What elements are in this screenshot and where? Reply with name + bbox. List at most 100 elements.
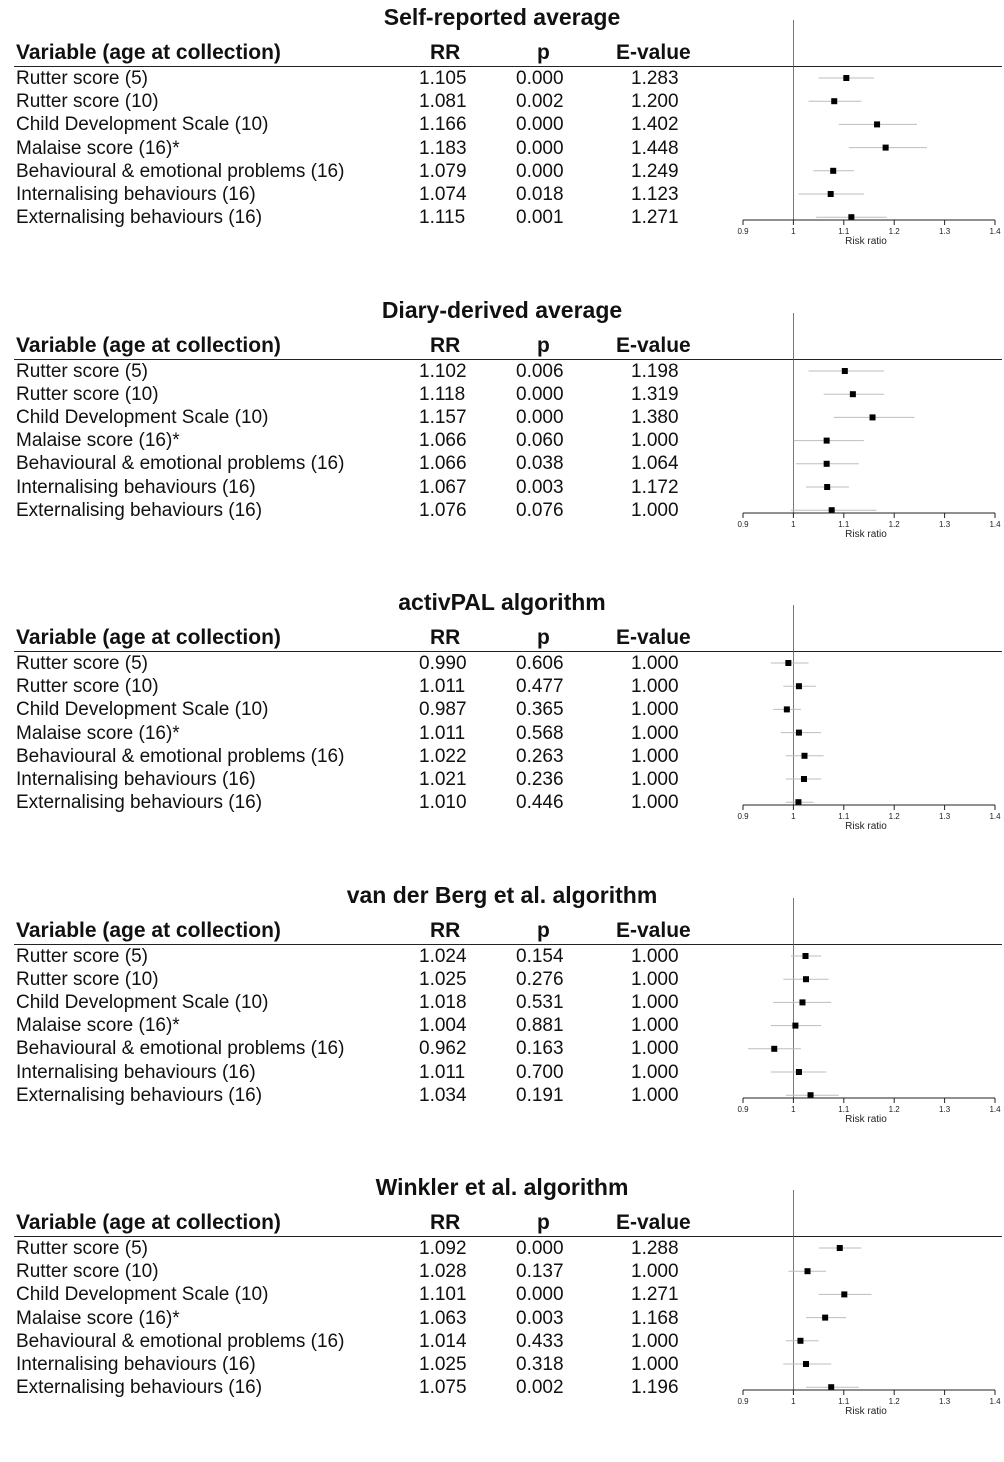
table-cell-variable: Child Development Scale (10) <box>16 114 269 136</box>
column-header-evalue: E-value <box>616 626 691 649</box>
table-cell-evalue: 1.000 <box>631 499 679 521</box>
x-tick-label: 1.1 <box>838 812 850 821</box>
point-estimate <box>795 729 802 736</box>
panel-title: van der Berg et al. algorithm <box>346 881 658 908</box>
table-cell-variable: Internalising behaviours (16) <box>16 769 256 790</box>
table-cell-evalue: 1.000 <box>631 676 679 698</box>
forest-plot: 0.9 1 1.1 1.2 1.3 1.4 Risk ratio <box>737 1190 1001 1417</box>
table-cell-variable: Behavioural & emotional problems (16) <box>16 1038 345 1060</box>
table-cell-evalue: 1.064 <box>631 453 679 475</box>
table-cell-rr: 1.010 <box>419 792 467 814</box>
x-axis-label: Risk ratio <box>845 236 887 247</box>
table-cell-p: 0.365 <box>516 699 564 721</box>
table-cell-evalue: 1.000 <box>631 991 679 1013</box>
table-cell-variable: Internalising behaviours (16) <box>16 1354 256 1375</box>
table-cell-p: 0.236 <box>516 769 564 790</box>
table-cell-variable: Externalising behaviours (16) <box>16 207 263 229</box>
table-cell-p: 0.018 <box>516 184 564 205</box>
table-cell-evalue: 1.000 <box>631 792 679 814</box>
table-cell-rr: 1.021 <box>419 769 467 790</box>
table-cell-rr: 1.022 <box>419 745 467 767</box>
table-cell-rr: 1.157 <box>419 406 467 428</box>
table-cell-variable: Behavioural & emotional problems (16) <box>16 160 345 182</box>
point-estimate <box>882 144 889 151</box>
table-cell-variable: Rutter score (5) <box>16 653 148 674</box>
table-cell-rr: 1.014 <box>419 1330 467 1352</box>
table-cell-p: 0.477 <box>516 676 564 698</box>
table-cell-variable: Rutter score (5) <box>16 1238 148 1259</box>
table-cell-evalue: 1.448 <box>631 137 679 159</box>
table-cell-evalue: 1.000 <box>631 430 679 452</box>
table-cell-variable: Rutter score (5) <box>16 68 148 89</box>
table-cell-variable: Child Development Scale (10) <box>16 991 269 1013</box>
point-estimate <box>795 1068 802 1075</box>
x-axis-label: Risk ratio <box>845 529 887 540</box>
table-cell-evalue: 1.000 <box>631 1261 679 1283</box>
table-cell-variable: Behavioural & emotional problems (16) <box>16 745 345 767</box>
x-tick-label: 1.1 <box>838 1397 850 1406</box>
x-tick-label: 1.3 <box>939 227 951 236</box>
point-estimate <box>836 1245 843 1251</box>
x-tick-label: 1 <box>791 1397 796 1406</box>
table-cell-rr: 1.115 <box>419 207 466 229</box>
table-cell-evalue: 1.000 <box>631 722 679 744</box>
table-cell-p: 0.000 <box>516 68 564 89</box>
point-estimate <box>828 1384 835 1391</box>
x-tick-label: 1.2 <box>889 1397 901 1406</box>
table-cell-evalue: 1.000 <box>631 1038 679 1060</box>
table-cell-evalue: 1.319 <box>631 383 679 405</box>
column-header-p: p <box>537 41 550 64</box>
forest-plot: 0.9 1 1.1 1.2 1.3 1.4 Risk ratio <box>737 312 1001 540</box>
table-cell-rr: 1.183 <box>419 137 467 159</box>
table-cell-variable: Rutter score (5) <box>16 360 148 382</box>
table-cell-variable: Internalising behaviours (16) <box>16 476 256 498</box>
point-estimate <box>795 799 802 806</box>
point-estimate <box>831 98 838 105</box>
x-tick-label: 0.9 <box>737 227 749 236</box>
table-cell-p: 0.000 <box>516 406 564 428</box>
point-estimate <box>800 776 807 782</box>
table-cell-evalue: 1.000 <box>631 1354 679 1375</box>
table-cell-variable: Malaise score (16)* <box>16 137 180 159</box>
table-cell-p: 0.700 <box>516 1061 564 1083</box>
panel-title: Winkler et al. algorithm <box>375 1174 629 1200</box>
table-cell-evalue: 1.288 <box>631 1238 679 1259</box>
table-cell-variable: Externalising behaviours (16) <box>16 1084 263 1106</box>
table-cell-rr: 1.011 <box>419 676 466 698</box>
table-cell-variable: Rutter score (10) <box>16 676 159 698</box>
table-cell-p: 0.006 <box>516 360 564 382</box>
table-cell-p: 0.000 <box>516 114 564 136</box>
table-cell-p: 0.446 <box>516 792 564 814</box>
table-cell-variable: Child Development Scale (10) <box>16 1284 269 1306</box>
table-cell-p: 0.000 <box>516 160 564 182</box>
x-tick-label: 1.3 <box>939 1105 951 1114</box>
table-cell-variable: Externalising behaviours (16) <box>16 792 263 814</box>
table-cell-rr: 1.075 <box>419 1377 467 1399</box>
column-header-p: p <box>537 918 550 942</box>
table-cell-p: 0.881 <box>516 1015 564 1037</box>
table-cell-p: 0.606 <box>516 653 564 674</box>
x-tick-label: 1.4 <box>989 812 1001 821</box>
panel-title: Self-reported average <box>383 4 621 30</box>
header-rule <box>14 1236 1002 1237</box>
column-header-variable: Variable (age at collection) <box>16 626 281 649</box>
table-cell-p: 0.000 <box>516 137 564 159</box>
table-cell-evalue: 1.000 <box>631 745 679 767</box>
x-tick-label: 1.4 <box>989 1105 1001 1114</box>
table-cell-evalue: 1.000 <box>631 1015 679 1037</box>
x-tick-label: 0.9 <box>737 1105 749 1114</box>
x-tick-label: 1.4 <box>989 227 1001 236</box>
column-header-variable: Variable (age at collection) <box>16 918 281 942</box>
table-cell-rr: 1.011 <box>419 1061 466 1083</box>
header-rule <box>14 651 1002 652</box>
panel-title: activPAL algorithm <box>398 589 606 615</box>
column-header-variable: Variable (age at collection) <box>16 1211 281 1234</box>
table-cell-rr: 1.034 <box>419 1084 467 1106</box>
table-cell-evalue: 1.123 <box>631 184 679 205</box>
table-cell-p: 0.003 <box>516 476 564 498</box>
column-header-variable: Variable (age at collection) <box>16 333 281 357</box>
table-cell-evalue: 1.380 <box>631 406 679 428</box>
table-cell-variable: Child Development Scale (10) <box>16 406 269 428</box>
table-cell-evalue: 1.000 <box>631 653 679 674</box>
table-cell-evalue: 1.000 <box>631 1061 679 1083</box>
